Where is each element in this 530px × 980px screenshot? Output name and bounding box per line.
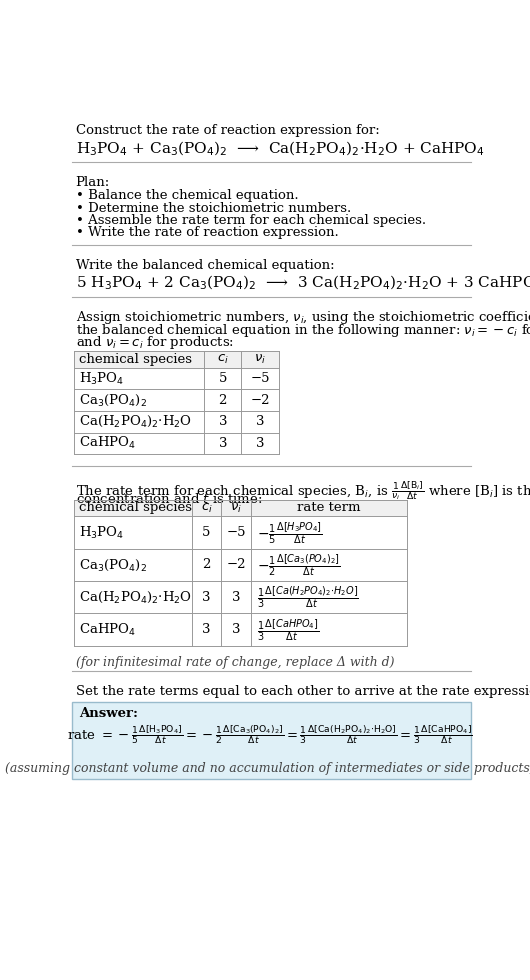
Text: 2: 2 — [218, 394, 227, 407]
Text: $\frac{1}{3}\frac{\Delta[CaHPO_4]}{\Delta t}$: $\frac{1}{3}\frac{\Delta[CaHPO_4]}{\Delt… — [257, 616, 319, 643]
Text: H$_3$PO$_4$ + Ca$_3$(PO$_4$)$_2$  ⟶  Ca(H$_2$PO$_4$)$_2$·H$_2$O + CaHPO$_4$: H$_3$PO$_4$ + Ca$_3$(PO$_4$)$_2$ ⟶ Ca(H$… — [76, 139, 484, 158]
Text: Assign stoichiometric numbers, $\nu_i$, using the stoichiometric coefficients, $: Assign stoichiometric numbers, $\nu_i$, … — [76, 310, 530, 326]
Text: −5: −5 — [226, 526, 246, 539]
Text: chemical species: chemical species — [80, 353, 192, 366]
Text: $-\frac{1}{5}\frac{\Delta[H_3PO_4]}{\Delta t}$: $-\frac{1}{5}\frac{\Delta[H_3PO_4]}{\Del… — [257, 519, 323, 546]
Text: • Write the rate of reaction expression.: • Write the rate of reaction expression. — [76, 226, 338, 239]
Text: Construct the rate of reaction expression for:: Construct the rate of reaction expressio… — [76, 123, 379, 137]
Text: 3: 3 — [232, 591, 240, 604]
Text: $c_i$: $c_i$ — [201, 502, 213, 514]
Text: concentration and $t$ is time:: concentration and $t$ is time: — [76, 492, 262, 506]
Text: $\nu_i$: $\nu_i$ — [230, 502, 242, 514]
Text: −5: −5 — [250, 372, 270, 385]
FancyBboxPatch shape — [74, 351, 279, 368]
Text: Write the balanced chemical equation:: Write the balanced chemical equation: — [76, 259, 334, 271]
Text: and $\nu_i = c_i$ for products:: and $\nu_i = c_i$ for products: — [76, 334, 234, 351]
FancyBboxPatch shape — [74, 500, 407, 516]
Text: 3: 3 — [202, 623, 211, 636]
Text: rate term: rate term — [297, 502, 361, 514]
Text: Ca$_3$(PO$_4$)$_2$: Ca$_3$(PO$_4$)$_2$ — [80, 558, 147, 572]
Text: Set the rate terms equal to each other to arrive at the rate expression:: Set the rate terms equal to each other t… — [76, 685, 530, 698]
Text: H$_3$PO$_4$: H$_3$PO$_4$ — [80, 370, 125, 387]
Text: Plan:: Plan: — [76, 176, 110, 189]
Text: • Balance the chemical equation.: • Balance the chemical equation. — [76, 189, 298, 202]
Text: −2: −2 — [250, 394, 270, 407]
Text: 3: 3 — [256, 437, 264, 450]
Text: 5: 5 — [202, 526, 211, 539]
Text: • Assemble the rate term for each chemical species.: • Assemble the rate term for each chemic… — [76, 214, 426, 226]
Text: H$_3$PO$_4$: H$_3$PO$_4$ — [80, 524, 125, 541]
Text: 3: 3 — [218, 416, 227, 428]
Text: −2: −2 — [226, 559, 246, 571]
Text: 3: 3 — [232, 623, 240, 636]
Text: $c_i$: $c_i$ — [217, 353, 229, 366]
Text: CaHPO$_4$: CaHPO$_4$ — [80, 435, 136, 452]
Text: Ca(H$_2$PO$_4$)$_2$·H$_2$O: Ca(H$_2$PO$_4$)$_2$·H$_2$O — [80, 415, 192, 429]
Text: • Determine the stoichiometric numbers.: • Determine the stoichiometric numbers. — [76, 202, 351, 215]
Text: 3: 3 — [202, 591, 211, 604]
Text: $\nu_i$: $\nu_i$ — [254, 353, 266, 366]
Text: 3: 3 — [218, 437, 227, 450]
Text: 5: 5 — [218, 372, 227, 385]
Text: $-\frac{1}{2}\frac{\Delta[Ca_3(PO_4)_2]}{\Delta t}$: $-\frac{1}{2}\frac{\Delta[Ca_3(PO_4)_2]}… — [257, 552, 340, 578]
Text: chemical species: chemical species — [80, 502, 192, 514]
Text: The rate term for each chemical species, B$_i$, is $\frac{1}{\nu_i}\frac{\Delta[: The rate term for each chemical species,… — [76, 478, 530, 502]
Text: Ca(H$_2$PO$_4$)$_2$·H$_2$O: Ca(H$_2$PO$_4$)$_2$·H$_2$O — [80, 590, 192, 605]
Text: rate $= -\frac{1}{5}\frac{\Delta[\mathrm{H_3PO_4}]}{\Delta t} = -\frac{1}{2}\fra: rate $= -\frac{1}{5}\frac{\Delta[\mathrm… — [67, 723, 473, 746]
Text: 2: 2 — [202, 559, 211, 571]
Text: Ca$_3$(PO$_4$)$_2$: Ca$_3$(PO$_4$)$_2$ — [80, 393, 147, 408]
Text: (assuming constant volume and no accumulation of intermediates or side products): (assuming constant volume and no accumul… — [5, 761, 530, 775]
FancyBboxPatch shape — [73, 702, 471, 779]
Text: 3: 3 — [256, 416, 264, 428]
Text: $\frac{1}{3}\frac{\Delta[Ca(H_2PO_4)_2{\cdot}H_2O]}{\Delta t}$: $\frac{1}{3}\frac{\Delta[Ca(H_2PO_4)_2{\… — [257, 584, 359, 611]
Text: CaHPO$_4$: CaHPO$_4$ — [80, 621, 136, 638]
Text: 5 H$_3$PO$_4$ + 2 Ca$_3$(PO$_4$)$_2$  ⟶  3 Ca(H$_2$PO$_4$)$_2$·H$_2$O + 3 CaHPO$: 5 H$_3$PO$_4$ + 2 Ca$_3$(PO$_4$)$_2$ ⟶ 3… — [76, 273, 530, 292]
Text: Answer:: Answer: — [78, 708, 138, 720]
Text: (for infinitesimal rate of change, replace Δ with d): (for infinitesimal rate of change, repla… — [76, 656, 394, 668]
Text: the balanced chemical equation in the following manner: $\nu_i = -c_i$ for react: the balanced chemical equation in the fo… — [76, 321, 530, 339]
